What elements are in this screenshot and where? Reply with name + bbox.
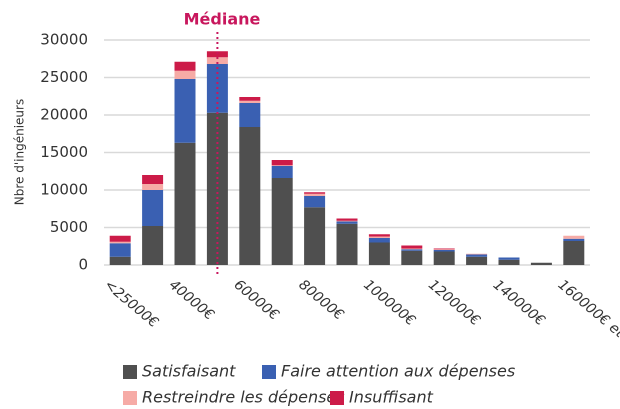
bar-segment	[530, 262, 552, 265]
bar-segment	[368, 242, 390, 265]
bar-segment	[368, 238, 390, 243]
y-tick-label: 20000	[40, 106, 88, 124]
bar-segment	[563, 241, 585, 265]
median-label: Médiane	[184, 10, 261, 29]
bar-segment	[174, 70, 196, 79]
bar-segment	[401, 245, 423, 249]
bar-segment	[174, 142, 196, 265]
bar-segment	[466, 256, 488, 265]
bar-segment	[239, 103, 261, 127]
y-tick-label: 5000	[50, 218, 88, 236]
y-tick-label: 10000	[40, 181, 88, 199]
bar-segment	[304, 207, 326, 265]
y-tick-label: 30000	[40, 31, 88, 49]
legend-swatch	[123, 391, 137, 405]
bar-segment	[142, 226, 164, 265]
x-tick-label: 60000€	[231, 277, 282, 324]
legend-label: Insuffisant	[349, 388, 434, 407]
bar-segment	[239, 100, 261, 103]
bar-segment	[304, 196, 326, 208]
bar-segment	[433, 249, 455, 250]
bar-segment	[109, 243, 131, 257]
bar-segment	[498, 257, 520, 260]
x-tick-label: 160000€ et +	[555, 277, 620, 352]
bar-segment	[304, 192, 326, 194]
bar-segment	[466, 253, 488, 255]
x-tick-label: <25000€	[101, 277, 161, 331]
bar-segment	[368, 236, 390, 238]
bar-segment	[271, 165, 293, 166]
bar-segment	[401, 250, 423, 265]
bar-segment	[433, 250, 455, 252]
bar-segment	[206, 51, 228, 58]
bar-segment	[401, 249, 423, 251]
bar-segment	[336, 223, 358, 265]
legend-swatch	[330, 391, 344, 405]
legend-label: Restreindre les dépenses	[142, 388, 345, 407]
bar-segment	[271, 160, 293, 166]
legend-swatch	[123, 365, 137, 379]
y-tick-label: 0	[78, 256, 88, 274]
bar-segment	[336, 220, 358, 222]
legend-label: Satisfaisant	[142, 362, 236, 381]
bar-segment	[304, 193, 326, 196]
bar-segment	[466, 254, 488, 257]
bar-segment	[563, 235, 585, 239]
x-tick-label: 140000€	[490, 277, 548, 329]
x-tick-label: 120000€	[425, 277, 483, 329]
bar-segment	[142, 175, 164, 184]
bar-segment	[433, 251, 455, 265]
bar-segment	[142, 184, 164, 190]
bar-segment	[498, 259, 520, 265]
x-tick-label: 40000€	[166, 277, 217, 324]
bar-segment	[401, 248, 423, 250]
y-tick-label: 25000	[40, 68, 88, 86]
bar-segment	[239, 97, 261, 101]
bar-segment	[336, 218, 358, 221]
legend-swatch	[262, 365, 276, 379]
bar-segment	[336, 221, 358, 224]
bar-segment	[174, 79, 196, 143]
bar-segment	[271, 178, 293, 265]
bar-segment	[433, 248, 455, 250]
y-tick-label: 15000	[40, 143, 88, 161]
bar-segment	[271, 166, 293, 178]
x-tick-label: 100000€	[360, 277, 418, 329]
bar-segment	[174, 61, 196, 71]
bar-segment	[206, 57, 228, 64]
legend-label: Faire attention aux dépenses	[281, 362, 515, 381]
bar-segment	[368, 234, 390, 237]
y-axis-label: Nbre d'ingénieurs	[13, 99, 27, 205]
bar-segment	[109, 235, 131, 242]
bar-segment	[109, 241, 131, 244]
bar-segment	[109, 256, 131, 265]
bar-segment	[239, 127, 261, 265]
bar-segment	[563, 238, 585, 241]
x-tick-label: 80000€	[295, 277, 346, 324]
bar-segment	[142, 190, 164, 226]
